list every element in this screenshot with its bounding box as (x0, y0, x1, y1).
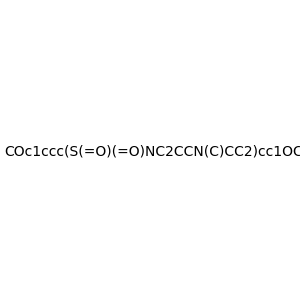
Text: COc1ccc(S(=O)(=O)NC2CCN(C)CC2)cc1OC: COc1ccc(S(=O)(=O)NC2CCN(C)CC2)cc1OC (4, 145, 300, 158)
